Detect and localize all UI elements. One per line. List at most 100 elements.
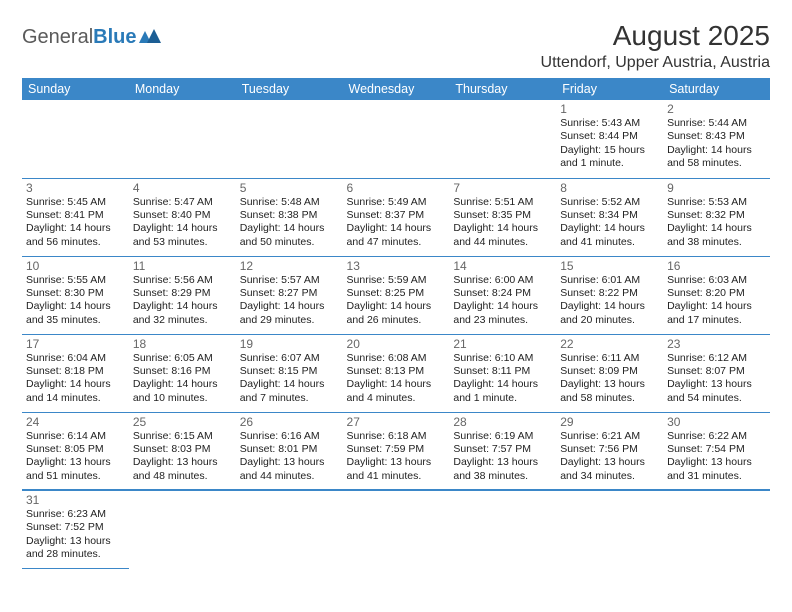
day-info: Sunrise: 6:10 AMSunset: 8:11 PMDaylight:… (453, 352, 552, 406)
daylight-line1: Daylight: 13 hours (667, 456, 766, 469)
sunset: Sunset: 7:57 PM (453, 443, 552, 456)
sunrise: Sunrise: 5:43 AM (560, 117, 659, 130)
dow-tuesday: Tuesday (236, 78, 343, 100)
day-number: 5 (240, 181, 339, 195)
daylight-line2: and 26 minutes. (347, 314, 446, 327)
day-info: Sunrise: 6:00 AMSunset: 8:24 PMDaylight:… (453, 274, 552, 328)
day-info: Sunrise: 6:22 AMSunset: 7:54 PMDaylight:… (667, 430, 766, 484)
calendar-cell (236, 100, 343, 178)
daylight-line1: Daylight: 13 hours (133, 456, 232, 469)
day-number: 3 (26, 181, 125, 195)
day-number: 19 (240, 337, 339, 351)
daylight-line1: Daylight: 14 hours (667, 300, 766, 313)
sunset: Sunset: 8:16 PM (133, 365, 232, 378)
sunset: Sunset: 8:13 PM (347, 365, 446, 378)
sunset: Sunset: 8:01 PM (240, 443, 339, 456)
daylight-line2: and 29 minutes. (240, 314, 339, 327)
daylight-line2: and 44 minutes. (453, 236, 552, 249)
sunrise: Sunrise: 5:53 AM (667, 196, 766, 209)
sunset: Sunset: 8:37 PM (347, 209, 446, 222)
sunrise: Sunrise: 5:48 AM (240, 196, 339, 209)
sunrise: Sunrise: 6:23 AM (26, 508, 125, 521)
day-number: 6 (347, 181, 446, 195)
day-number: 23 (667, 337, 766, 351)
calendar-cell: 17Sunrise: 6:04 AMSunset: 8:18 PMDayligh… (22, 334, 129, 412)
sunrise: Sunrise: 5:55 AM (26, 274, 125, 287)
daylight-line2: and 34 minutes. (560, 470, 659, 483)
calendar-cell: 18Sunrise: 6:05 AMSunset: 8:16 PMDayligh… (129, 334, 236, 412)
calendar-cell: 26Sunrise: 6:16 AMSunset: 8:01 PMDayligh… (236, 412, 343, 490)
calendar-cell: 11Sunrise: 5:56 AMSunset: 8:29 PMDayligh… (129, 256, 236, 334)
calendar-cell: 29Sunrise: 6:21 AMSunset: 7:56 PMDayligh… (556, 412, 663, 490)
daylight-line1: Daylight: 14 hours (453, 222, 552, 235)
daylight-line2: and 47 minutes. (347, 236, 446, 249)
day-info: Sunrise: 6:18 AMSunset: 7:59 PMDaylight:… (347, 430, 446, 484)
calendar-cell: 1Sunrise: 5:43 AMSunset: 8:44 PMDaylight… (556, 100, 663, 178)
daylight-line2: and 17 minutes. (667, 314, 766, 327)
day-number: 16 (667, 259, 766, 273)
daylight-line1: Daylight: 14 hours (240, 378, 339, 391)
sunrise: Sunrise: 6:18 AM (347, 430, 446, 443)
day-number: 13 (347, 259, 446, 273)
day-number: 12 (240, 259, 339, 273)
dow-saturday: Saturday (663, 78, 770, 100)
day-info: Sunrise: 6:12 AMSunset: 8:07 PMDaylight:… (667, 352, 766, 406)
dow-row: Sunday Monday Tuesday Wednesday Thursday… (22, 78, 770, 100)
sunset: Sunset: 8:24 PM (453, 287, 552, 300)
dow-monday: Monday (129, 78, 236, 100)
day-number: 9 (667, 181, 766, 195)
calendar-cell: 22Sunrise: 6:11 AMSunset: 8:09 PMDayligh… (556, 334, 663, 412)
sunset: Sunset: 8:15 PM (240, 365, 339, 378)
sunrise: Sunrise: 5:45 AM (26, 196, 125, 209)
day-number: 27 (347, 415, 446, 429)
sunset: Sunset: 7:52 PM (26, 521, 125, 534)
daylight-line2: and 7 minutes. (240, 392, 339, 405)
sunset: Sunset: 8:22 PM (560, 287, 659, 300)
day-info: Sunrise: 6:01 AMSunset: 8:22 PMDaylight:… (560, 274, 659, 328)
day-number: 10 (26, 259, 125, 273)
day-number: 18 (133, 337, 232, 351)
daylight-line1: Daylight: 14 hours (133, 222, 232, 235)
daylight-line1: Daylight: 14 hours (26, 222, 125, 235)
day-info: Sunrise: 6:08 AMSunset: 8:13 PMDaylight:… (347, 352, 446, 406)
day-info: Sunrise: 6:05 AMSunset: 8:16 PMDaylight:… (133, 352, 232, 406)
sunset: Sunset: 8:34 PM (560, 209, 659, 222)
sunrise: Sunrise: 5:47 AM (133, 196, 232, 209)
day-info: Sunrise: 6:03 AMSunset: 8:20 PMDaylight:… (667, 274, 766, 328)
sunrise: Sunrise: 6:15 AM (133, 430, 232, 443)
calendar-cell: 14Sunrise: 6:00 AMSunset: 8:24 PMDayligh… (449, 256, 556, 334)
daylight-line1: Daylight: 15 hours (560, 144, 659, 157)
calendar-cell (129, 490, 236, 568)
day-number: 25 (133, 415, 232, 429)
sunrise: Sunrise: 5:49 AM (347, 196, 446, 209)
day-info: Sunrise: 6:04 AMSunset: 8:18 PMDaylight:… (26, 352, 125, 406)
day-info: Sunrise: 5:57 AMSunset: 8:27 PMDaylight:… (240, 274, 339, 328)
sunrise: Sunrise: 6:19 AM (453, 430, 552, 443)
calendar-cell: 10Sunrise: 5:55 AMSunset: 8:30 PMDayligh… (22, 256, 129, 334)
sunrise: Sunrise: 6:08 AM (347, 352, 446, 365)
sunrise: Sunrise: 6:16 AM (240, 430, 339, 443)
sunset: Sunset: 8:32 PM (667, 209, 766, 222)
sunrise: Sunrise: 6:05 AM (133, 352, 232, 365)
day-number: 31 (26, 493, 125, 507)
daylight-line2: and 50 minutes. (240, 236, 339, 249)
sunset: Sunset: 8:35 PM (453, 209, 552, 222)
calendar-cell: 20Sunrise: 6:08 AMSunset: 8:13 PMDayligh… (343, 334, 450, 412)
day-info: Sunrise: 5:55 AMSunset: 8:30 PMDaylight:… (26, 274, 125, 328)
calendar-row: 17Sunrise: 6:04 AMSunset: 8:18 PMDayligh… (22, 334, 770, 412)
day-info: Sunrise: 6:15 AMSunset: 8:03 PMDaylight:… (133, 430, 232, 484)
calendar-cell (663, 490, 770, 568)
sunrise: Sunrise: 5:52 AM (560, 196, 659, 209)
daylight-line2: and 58 minutes. (560, 392, 659, 405)
sunset: Sunset: 8:20 PM (667, 287, 766, 300)
sunrise: Sunrise: 6:00 AM (453, 274, 552, 287)
daylight-line1: Daylight: 14 hours (667, 144, 766, 157)
header: General Blue August 2025 Uttendorf, Uppe… (22, 20, 770, 72)
calendar-cell: 23Sunrise: 6:12 AMSunset: 8:07 PMDayligh… (663, 334, 770, 412)
calendar-cell: 24Sunrise: 6:14 AMSunset: 8:05 PMDayligh… (22, 412, 129, 490)
calendar-cell (343, 100, 450, 178)
day-info: Sunrise: 5:45 AMSunset: 8:41 PMDaylight:… (26, 196, 125, 250)
daylight-line1: Daylight: 14 hours (26, 300, 125, 313)
daylight-line2: and 20 minutes. (560, 314, 659, 327)
sunset: Sunset: 8:18 PM (26, 365, 125, 378)
